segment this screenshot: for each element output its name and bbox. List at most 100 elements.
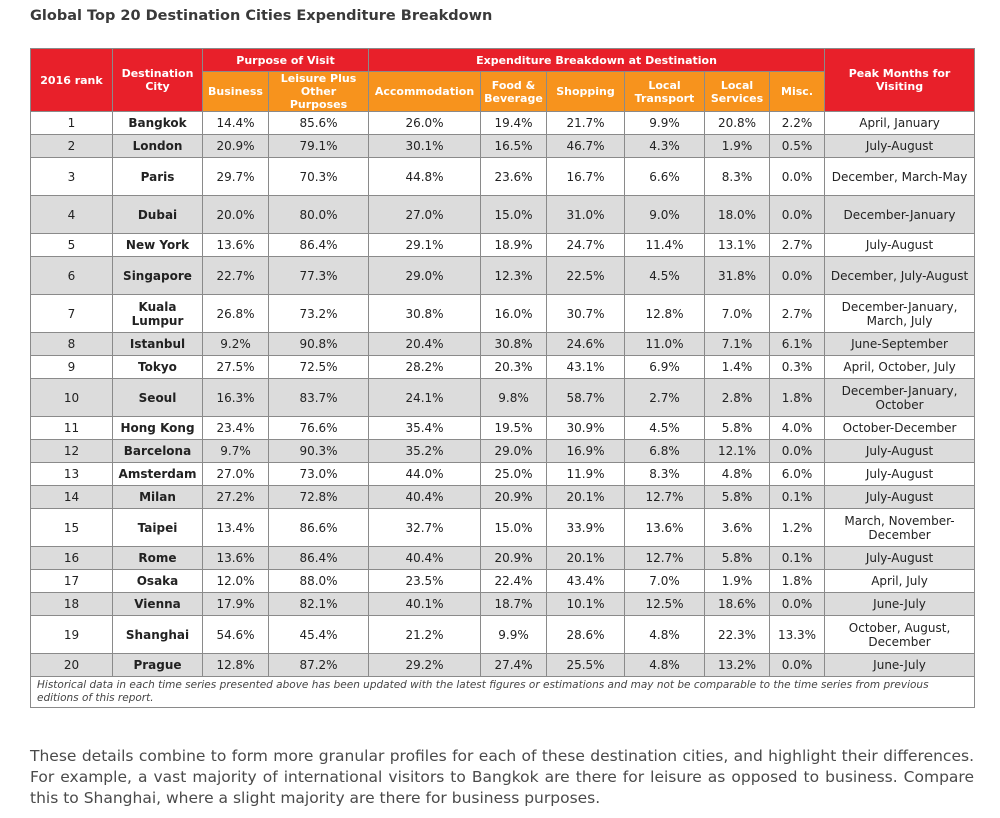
cell-food: 27.4% xyxy=(480,653,547,677)
cell-food: 20.9% xyxy=(480,546,547,570)
header-shopping: Shopping xyxy=(546,71,625,112)
cell-business: 27.5% xyxy=(202,355,269,379)
cell-rank: 16 xyxy=(30,546,113,570)
cell-leisure: 73.2% xyxy=(268,294,369,333)
header-city: Destination City xyxy=(112,48,203,112)
cell-leisure: 83.7% xyxy=(268,378,369,417)
cell-food: 18.9% xyxy=(480,233,547,257)
cell-city: Barcelona xyxy=(112,439,203,463)
cell-accommodation: 21.2% xyxy=(368,615,481,654)
cell-misc: 0.0% xyxy=(768,439,826,463)
cell-services: 13.1% xyxy=(704,233,770,257)
cell-leisure: 85.6% xyxy=(268,111,369,135)
cell-leisure: 70.3% xyxy=(268,157,369,196)
cell-transport: 4.8% xyxy=(624,653,705,677)
cell-leisure: 86.6% xyxy=(268,508,369,547)
cell-city: Osaka xyxy=(112,569,203,593)
cell-food: 30.8% xyxy=(480,332,547,356)
table-row: 18 Vienna 17.9% 82.1% 40.1% 18.7% 10.1% 12.5% 18… xyxy=(30,592,976,616)
cell-accommodation: 35.2% xyxy=(368,439,481,463)
cell-business: 27.0% xyxy=(202,462,269,486)
cell-transport: 11.4% xyxy=(624,233,705,257)
table-row: 10 Seoul 16.3% 83.7% 24.1% 9.8% 58.7% 2.7% 2.8% 1… xyxy=(30,378,976,417)
cell-leisure: 86.4% xyxy=(268,233,369,257)
cell-business: 13.4% xyxy=(202,508,269,547)
cell-city: London xyxy=(112,134,203,158)
cell-services: 18.6% xyxy=(704,592,770,616)
cell-shopping: 16.9% xyxy=(546,439,625,463)
cell-misc: 0.1% xyxy=(768,546,826,570)
cell-peak: December-January xyxy=(824,195,976,234)
cell-leisure: 82.1% xyxy=(268,592,369,616)
cell-misc: 0.0% xyxy=(768,653,826,677)
table-row: 14 Milan 27.2% 72.8% 40.4% 20.9% 20.1% 12.7% 5.8… xyxy=(30,485,976,509)
cell-city: Dubai xyxy=(112,195,203,234)
cell-accommodation: 40.1% xyxy=(368,592,481,616)
table-row: 7 Kuala Lumpur 26.8% 73.2% 30.8% 16.0% 30.7% 12… xyxy=(30,294,976,333)
table-row: 9 Tokyo 27.5% 72.5% 28.2% 20.3% 43.1% 6.9% 1.4% 0… xyxy=(30,355,976,379)
cell-peak: December, March-May xyxy=(824,157,976,196)
table-row: 6 Singapore 22.7% 77.3% 29.0% 12.3% 22.5% 4.5% 3… xyxy=(30,256,976,295)
cell-shopping: 21.7% xyxy=(546,111,625,135)
cell-services: 2.8% xyxy=(704,378,770,417)
cell-shopping: 22.5% xyxy=(546,256,625,295)
cell-leisure: 72.8% xyxy=(268,485,369,509)
cell-shopping: 46.7% xyxy=(546,134,625,158)
cell-misc: 0.0% xyxy=(768,157,826,196)
cell-services: 12.1% xyxy=(704,439,770,463)
cell-business: 13.6% xyxy=(202,546,269,570)
cell-transport: 4.8% xyxy=(624,615,705,654)
cell-shopping: 43.1% xyxy=(546,355,625,379)
cell-rank: 2 xyxy=(30,134,113,158)
cell-rank: 9 xyxy=(30,355,113,379)
cell-food: 15.0% xyxy=(480,508,547,547)
table-title: Global Top 20 Destination Cities Expendi… xyxy=(30,8,493,24)
cell-business: 12.8% xyxy=(202,653,269,677)
cell-leisure: 73.0% xyxy=(268,462,369,486)
cell-accommodation: 40.4% xyxy=(368,485,481,509)
cell-peak: July-August xyxy=(824,134,976,158)
cell-food: 16.0% xyxy=(480,294,547,333)
cell-peak: June-July xyxy=(824,653,976,677)
cell-food: 19.5% xyxy=(480,416,547,440)
footnote: Historical data in each time series pres… xyxy=(29,676,976,708)
table-row: 15 Taipei 13.4% 86.6% 32.7% 15.0% 33.9% 13.6% 3.… xyxy=(30,508,976,547)
cell-transport: 4.5% xyxy=(624,256,705,295)
cell-shopping: 11.9% xyxy=(546,462,625,486)
cell-peak: July-August xyxy=(824,546,976,570)
cell-city: Rome xyxy=(112,546,203,570)
cell-services: 4.8% xyxy=(704,462,770,486)
table-row: 2 London 20.9% 79.1% 30.1% 16.5% 46.7% 4.3% 1.9%… xyxy=(30,134,976,158)
table-row: 5 New York 13.6% 86.4% 29.1% 18.9% 24.7% 11.4% 1… xyxy=(30,233,976,257)
cell-services: 31.8% xyxy=(704,256,770,295)
cell-services: 5.8% xyxy=(704,485,770,509)
cell-peak: December-January, March, July xyxy=(824,294,976,333)
cell-misc: 1.8% xyxy=(768,569,826,593)
cell-rank: 6 xyxy=(30,256,113,295)
cell-city: Istanbul xyxy=(112,332,203,356)
table-row: 20 Prague 12.8% 87.2% 29.2% 27.4% 25.5% 4.8% 13.… xyxy=(30,653,976,677)
cell-transport: 12.7% xyxy=(624,546,705,570)
cell-peak: April, July xyxy=(824,569,976,593)
cell-transport: 9.9% xyxy=(624,111,705,135)
cell-food: 12.3% xyxy=(480,256,547,295)
cell-city: Vienna xyxy=(112,592,203,616)
cell-rank: 8 xyxy=(30,332,113,356)
cell-peak: October-December xyxy=(824,416,976,440)
cell-leisure: 80.0% xyxy=(268,195,369,234)
cell-rank: 17 xyxy=(30,569,113,593)
cell-accommodation: 26.0% xyxy=(368,111,481,135)
cell-shopping: 20.1% xyxy=(546,485,625,509)
header-business: Business xyxy=(202,71,269,112)
cell-transport: 12.8% xyxy=(624,294,705,333)
cell-leisure: 90.3% xyxy=(268,439,369,463)
cell-shopping: 28.6% xyxy=(546,615,625,654)
cell-leisure: 90.8% xyxy=(268,332,369,356)
cell-transport: 8.3% xyxy=(624,462,705,486)
cell-peak: July-August xyxy=(824,233,976,257)
cell-city: Amsterdam xyxy=(112,462,203,486)
cell-accommodation: 40.4% xyxy=(368,546,481,570)
cell-accommodation: 23.5% xyxy=(368,569,481,593)
header-rank: 2016 rank xyxy=(30,48,113,112)
cell-shopping: 31.0% xyxy=(546,195,625,234)
